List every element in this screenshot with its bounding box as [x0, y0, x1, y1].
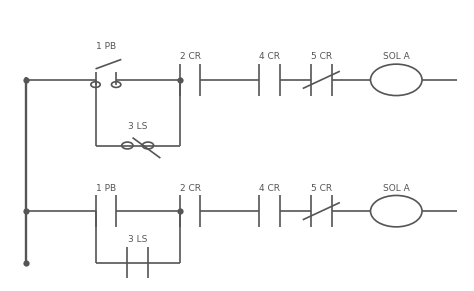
- Text: 5 CR: 5 CR: [311, 184, 332, 193]
- Text: 2 CR: 2 CR: [180, 52, 201, 61]
- Text: SOL A: SOL A: [383, 184, 410, 193]
- Text: 4 CR: 4 CR: [259, 52, 280, 61]
- Text: 1 PB: 1 PB: [96, 42, 116, 51]
- Text: 4 CR: 4 CR: [259, 184, 280, 193]
- Text: 5 CR: 5 CR: [311, 52, 332, 61]
- Text: SOL A: SOL A: [383, 52, 410, 61]
- Text: 3 LS: 3 LS: [128, 122, 147, 131]
- Text: 3 LS: 3 LS: [128, 235, 147, 244]
- Text: 2 CR: 2 CR: [180, 184, 201, 193]
- Text: 1 PB: 1 PB: [96, 184, 116, 193]
